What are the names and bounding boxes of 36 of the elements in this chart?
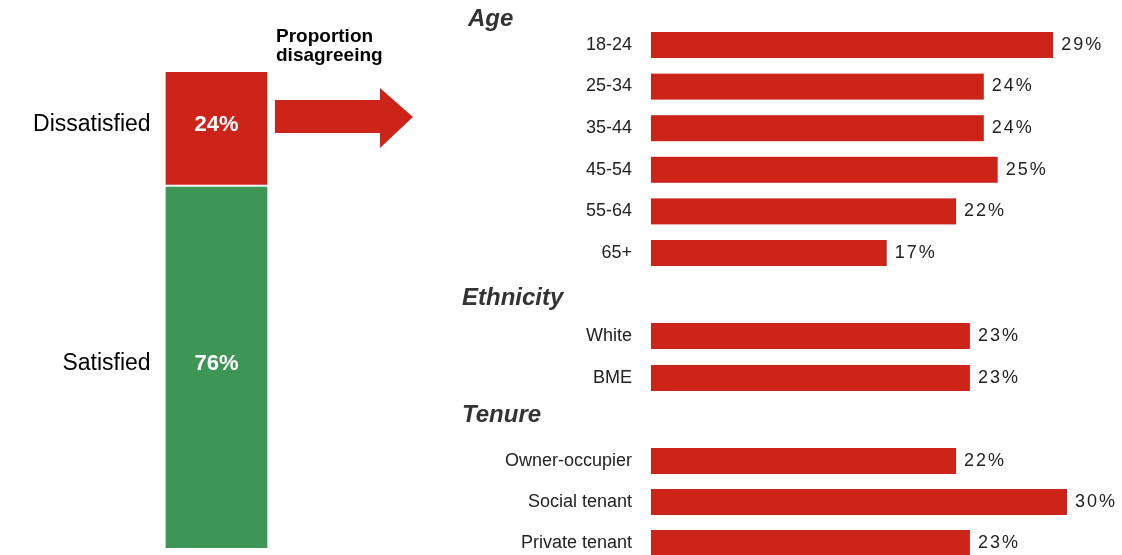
bar (651, 32, 1054, 58)
series-label: Satisfied (62, 349, 151, 376)
data-label: 17% (894, 241, 937, 262)
bar (651, 115, 984, 142)
y-tick-label: Owner-occupier (504, 449, 632, 470)
data-label: 23% (977, 531, 1020, 552)
y-tick-label: 18-24 (585, 33, 632, 54)
chart-title: Ethnicity (462, 283, 565, 311)
data-label: 22% (964, 449, 1007, 470)
bar (651, 156, 998, 183)
data-label: 30% (1075, 490, 1118, 511)
y-tick-label: 45-54 (585, 158, 632, 179)
y-tick-label: Private tenant (520, 531, 632, 552)
text: Proportion disagreeing (276, 25, 383, 65)
chart-title: Tenure (462, 400, 542, 428)
y-tick-label: White (585, 324, 632, 345)
data-label: 29% (1061, 33, 1104, 54)
data-label: 24% (991, 75, 1034, 96)
data-label: 23% (977, 324, 1020, 345)
y-tick-label: 65+ (601, 241, 632, 262)
chart-title: Age (467, 4, 514, 32)
bar (651, 198, 957, 225)
data-label: 24% (194, 111, 239, 137)
y-tick-label: 25-34 (585, 75, 632, 96)
data-label: 22% (964, 200, 1007, 221)
data-label: 76% (194, 350, 239, 376)
data-label: 24% (991, 116, 1034, 137)
data-label: 25% (1005, 158, 1048, 179)
y-tick-label: BME (592, 366, 632, 387)
bar (651, 73, 984, 100)
y-tick-label: Social tenant (527, 490, 632, 511)
series-label: Dissatisfied (33, 110, 151, 137)
data-label: 23% (977, 366, 1020, 387)
y-tick-label: 55-64 (585, 200, 632, 221)
y-tick-label: 35-44 (585, 116, 632, 137)
bar (651, 240, 887, 266)
